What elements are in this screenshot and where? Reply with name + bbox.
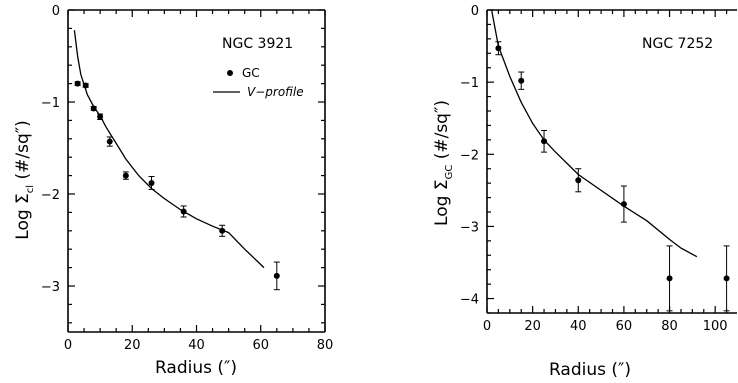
gc-data-point [273,272,280,279]
y-tick-label: −3 [41,280,60,295]
v-profile-line [490,9,698,258]
y-axis-title-main: Log Σ [13,193,33,240]
x-tick-label: 40 [188,338,205,353]
legend-marker [227,70,233,76]
y-axis-title-subscript: cl [25,185,36,193]
y-tick-label: 0 [52,4,60,19]
panel-title: NGC 3921 [222,36,293,52]
chart-ngc7252: 0 20 40 60 80 100 0 −1 −2 −3 −4 Radius (″) Log ΣGC (… [432,4,737,380]
x-tick-label: 40 [570,319,587,334]
x-tick-label: 60 [616,319,633,334]
y-tick-label: −1 [41,96,60,111]
x-tick-label: 100 [703,319,728,334]
gc-data-point [541,138,548,145]
y-axis-title-unit: (#/sq″) [13,120,33,185]
x-axis-title: Radius (″) [549,360,631,380]
gc-data-point [575,177,582,184]
gc-data-point [723,275,730,282]
x-tick-label: 60 [252,338,269,353]
gc-data-point [666,275,673,282]
y-axis-title-unit: (#/sq″) [432,100,452,165]
x-tick-label: 80 [661,319,678,334]
y-axis-title-main: Log Σ [432,179,452,226]
y-tick-label: −1 [460,76,479,91]
gc-data-point [74,80,81,87]
x-tick-label: 80 [317,338,334,353]
gc-data-point [106,138,113,145]
gc-data-point [122,172,129,179]
y-tick-label: −3 [460,220,479,235]
y-axis-title: Log Σcl (#/sq″) [13,120,36,239]
chart-ngc3921: 0 20 40 60 80 0 −1 −2 −3 Radius (″) Log Σcl (#/sq″… [13,4,333,378]
legend-label-vprofile: V−profile [247,85,304,99]
y-axis-title-subscript: GC [444,165,455,180]
panel-title: NGC 7252 [642,36,713,52]
y-tick-label: −2 [460,148,479,163]
x-axis-title: Radius (″) [155,358,237,378]
legend-label-gc: GC [242,66,260,80]
v-profile-line [73,30,265,269]
x-tick-label: 20 [524,319,541,334]
x-tick-label: 0 [64,338,72,353]
y-axis-title: Log ΣGC (#/sq″) [432,100,455,226]
x-tick-label: 20 [124,338,141,353]
gc-data-point [148,179,155,186]
gc-data-point [518,77,525,84]
x-tick-label: 0 [483,319,491,334]
gc-data-point [90,105,97,112]
y-tick-label: −4 [460,293,479,308]
y-tick-label: −2 [41,188,60,203]
y-tick-label: 0 [471,4,479,19]
